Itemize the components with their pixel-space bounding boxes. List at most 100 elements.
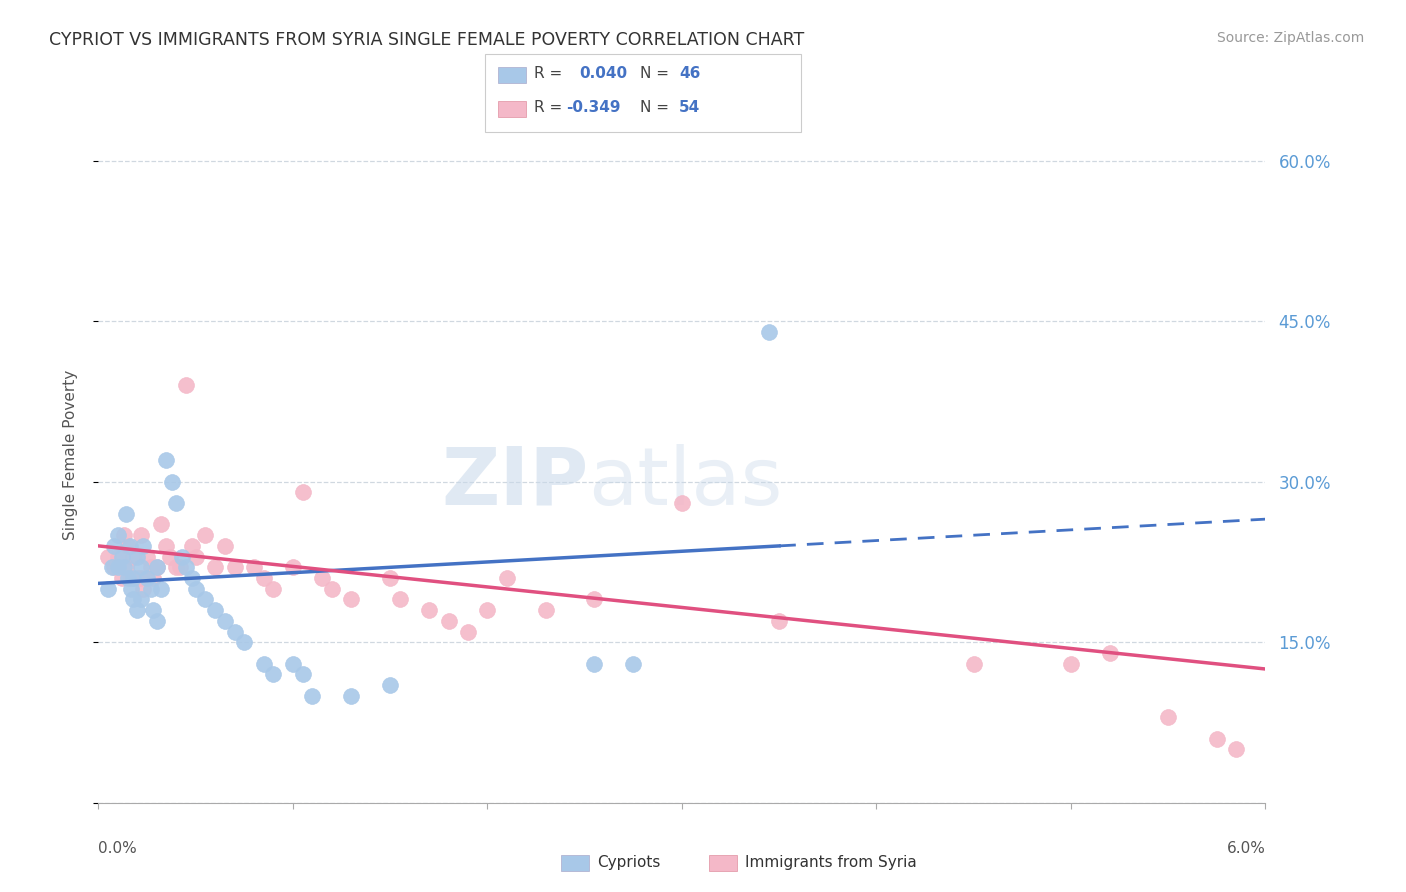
Point: [1157, 710, 1180, 724]
Point: [118, 539, 141, 553]
Point: [112, 560, 135, 574]
Point: [253, 571, 276, 585]
Point: [146, 614, 169, 628]
Point: [117, 571, 139, 585]
Point: [122, 549, 145, 564]
Point: [496, 571, 519, 585]
Point: [301, 689, 323, 703]
Point: [204, 603, 226, 617]
Point: [437, 614, 460, 628]
Point: [291, 485, 314, 500]
Point: [142, 571, 165, 585]
Point: [155, 539, 177, 553]
Point: [139, 560, 162, 574]
Point: [1205, 731, 1227, 746]
Point: [243, 560, 266, 574]
Point: [418, 603, 440, 617]
Text: Source: ZipAtlas.com: Source: ZipAtlas.com: [1216, 31, 1364, 45]
Point: [380, 571, 402, 585]
Point: [97, 582, 120, 596]
Point: [1060, 657, 1083, 671]
Point: [146, 560, 169, 574]
Point: [129, 571, 152, 585]
Point: [97, 549, 120, 564]
Point: [174, 560, 197, 574]
Point: [122, 592, 145, 607]
Point: [262, 667, 284, 681]
Point: [149, 582, 172, 596]
Point: [671, 496, 693, 510]
Point: [180, 571, 202, 585]
Point: [165, 496, 187, 510]
Text: N =: N =: [640, 66, 673, 80]
Point: [1225, 742, 1247, 756]
Point: [253, 657, 276, 671]
Point: [768, 614, 790, 628]
Point: [155, 453, 177, 467]
Point: [534, 603, 557, 617]
Text: 46: 46: [679, 66, 700, 80]
Point: [162, 475, 184, 489]
Point: [129, 592, 152, 607]
Point: [111, 571, 134, 585]
Point: [621, 657, 644, 671]
Point: [136, 549, 159, 564]
Text: CYPRIOT VS IMMIGRANTS FROM SYRIA SINGLE FEMALE POVERTY CORRELATION CHART: CYPRIOT VS IMMIGRANTS FROM SYRIA SINGLE …: [49, 31, 804, 49]
Point: [112, 528, 135, 542]
Point: [184, 582, 207, 596]
Point: [149, 517, 172, 532]
Point: [169, 560, 191, 574]
Point: [291, 667, 314, 681]
Point: [194, 592, 217, 607]
Point: [583, 657, 606, 671]
Point: [180, 539, 202, 553]
Point: [107, 549, 129, 564]
Point: [214, 614, 236, 628]
Point: [583, 592, 606, 607]
Text: 54: 54: [679, 100, 700, 114]
Point: [1098, 646, 1121, 660]
Point: [962, 657, 984, 671]
Point: [184, 549, 207, 564]
Point: [111, 549, 134, 564]
Point: [114, 560, 136, 574]
Point: [457, 624, 479, 639]
Point: [107, 528, 129, 542]
Text: ZIP: ZIP: [441, 443, 589, 522]
Text: 0.040: 0.040: [579, 66, 627, 80]
Point: [311, 571, 333, 585]
Point: [281, 560, 304, 574]
Point: [146, 560, 169, 574]
Point: [224, 560, 246, 574]
Text: R =: R =: [534, 100, 568, 114]
Point: [388, 592, 411, 607]
Point: [136, 571, 159, 585]
Point: [127, 603, 149, 617]
Point: [132, 582, 155, 596]
Point: [340, 689, 363, 703]
Text: 6.0%: 6.0%: [1226, 841, 1265, 856]
Point: [224, 624, 246, 639]
Point: [758, 325, 780, 339]
Point: [477, 603, 499, 617]
Point: [121, 582, 143, 596]
Text: N =: N =: [640, 100, 673, 114]
Point: [380, 678, 402, 692]
Point: [127, 571, 149, 585]
Point: [132, 539, 155, 553]
Point: [129, 560, 152, 574]
Point: [117, 539, 139, 553]
Point: [107, 560, 129, 574]
Point: [101, 560, 124, 574]
Point: [174, 378, 197, 392]
Text: -0.349: -0.349: [567, 100, 621, 114]
Point: [121, 571, 143, 585]
Point: [165, 560, 187, 574]
Point: [204, 560, 226, 574]
Text: R =: R =: [534, 66, 568, 80]
Point: [262, 582, 284, 596]
Point: [122, 571, 145, 585]
Text: Immigrants from Syria: Immigrants from Syria: [745, 855, 917, 870]
Point: [233, 635, 256, 649]
Y-axis label: Single Female Poverty: Single Female Poverty: [63, 370, 77, 540]
